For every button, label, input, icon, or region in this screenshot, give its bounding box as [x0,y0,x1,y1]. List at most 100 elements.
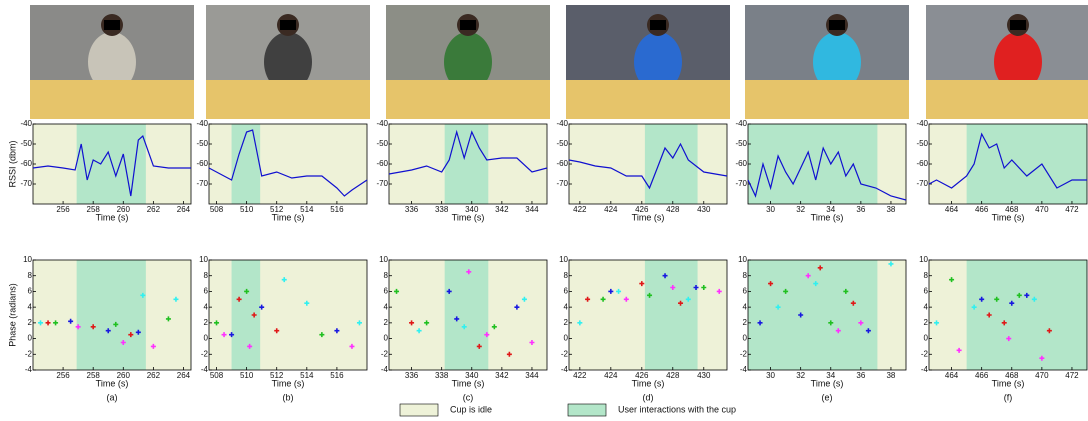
x-axis-label: Time (s) [992,378,1025,388]
x-tick-label: 424 [604,371,618,380]
y-tick-label: -70 [196,179,208,188]
y-tick-label: -40 [556,119,568,128]
y-tick-label: 10 [199,255,208,264]
x-tick-label: 262 [147,205,161,214]
y-tick-label: 10 [738,255,747,264]
x-tick-label: 472 [1065,371,1079,380]
photo-table [206,80,370,119]
y-tick-label: -60 [556,159,568,168]
x-axis-label: Time (s) [272,212,305,222]
x-tick-label: 430 [697,371,711,380]
x-tick-label: 466 [975,371,989,380]
y-tick-label: -40 [735,119,747,128]
y-tick-label: 8 [28,271,33,280]
x-axis-label: Time (s) [96,212,129,222]
x-tick-label: 422 [573,371,587,380]
y-tick-label: -4 [381,365,389,374]
photo-face-mask [650,20,666,30]
y-tick-label: -40 [20,119,32,128]
x-axis-label: Time (s) [992,212,1025,222]
x-tick-label: 470 [1035,371,1049,380]
y-tick-label: -60 [735,159,747,168]
photo-table [745,80,909,119]
x-tick-label: 32 [796,371,805,380]
y-tick-label: -40 [196,119,208,128]
y-tick-label: -40 [916,119,928,128]
y-tick-label: 0 [924,334,929,343]
x-axis-label: Time (s) [632,378,665,388]
y-tick-label: 10 [559,255,568,264]
x-tick-label: 32 [796,205,805,214]
y-tick-label: 2 [204,318,209,327]
y-tick-label: 8 [743,271,748,280]
photo-table [926,80,1088,119]
y-tick-label: 0 [28,334,33,343]
y-tick-label: 2 [384,318,389,327]
legend-swatch [400,404,438,416]
y-tick-label: 4 [564,302,569,311]
x-tick-label: 336 [405,205,419,214]
x-tick-label: 424 [604,205,618,214]
interaction-region [748,124,877,204]
y-tick-label: -2 [740,349,748,358]
y-tick-label: -70 [20,179,32,188]
x-axis-label: Time (s) [452,378,485,388]
x-tick-label: 38 [886,371,895,380]
y-tick-label: 8 [924,271,929,280]
y-tick-label: 4 [924,302,929,311]
y-tick-label: 6 [743,287,748,296]
x-tick-label: 256 [56,205,70,214]
caption: (e) [822,392,833,402]
y-tick-label: 2 [924,318,929,327]
interaction-region [967,260,1087,370]
y-tick-label: -4 [25,365,33,374]
y-tick-label: 0 [384,334,389,343]
y-tick-label: 6 [564,287,569,296]
y-tick-label: -60 [376,159,388,168]
caption: (f) [1004,392,1013,402]
photo-face-mask [460,20,476,30]
x-tick-label: 472 [1065,205,1079,214]
y-tick-label: -70 [556,179,568,188]
photo [30,5,194,119]
photo-face-mask [1010,20,1026,30]
x-tick-label: 510 [240,205,254,214]
y-tick-label: -4 [561,365,569,374]
photo [926,5,1088,119]
x-tick-label: 508 [210,371,224,380]
y-tick-label: -50 [556,139,568,148]
legend-swatch [568,404,606,416]
photo-table [566,80,730,119]
y-tick-label: 8 [564,271,569,280]
x-tick-label: 264 [177,205,191,214]
x-tick-label: 342 [495,205,509,214]
x-tick-label: 344 [525,371,539,380]
y-tick-label: -70 [916,179,928,188]
y-tick-label: 10 [919,255,928,264]
x-tick-label: 264 [177,371,191,380]
y-tick-label: 6 [204,287,209,296]
x-axis-label: Time (s) [811,378,844,388]
y-tick-label: -2 [921,349,929,358]
y-tick-label: 10 [23,255,32,264]
y-tick-label: 4 [384,302,389,311]
x-tick-label: 516 [330,371,344,380]
x-tick-label: 428 [666,371,680,380]
photo-face-mask [280,20,296,30]
photo [386,5,550,119]
photo-table [386,80,550,119]
x-tick-label: 336 [405,371,419,380]
x-tick-label: 30 [766,205,775,214]
y-tick-label: 0 [743,334,748,343]
y-tick-label: 2 [743,318,748,327]
legend-label: User interactions with the cup [618,404,736,414]
y-tick-label: -40 [376,119,388,128]
y-tick-label: -50 [20,139,32,148]
y-axis-label: RSSI (dbm) [7,140,17,187]
x-tick-label: 464 [945,371,959,380]
y-tick-label: 10 [379,255,388,264]
y-tick-label: -60 [196,159,208,168]
photo-face-mask [104,20,120,30]
photo [566,5,730,119]
x-tick-label: 256 [56,371,70,380]
